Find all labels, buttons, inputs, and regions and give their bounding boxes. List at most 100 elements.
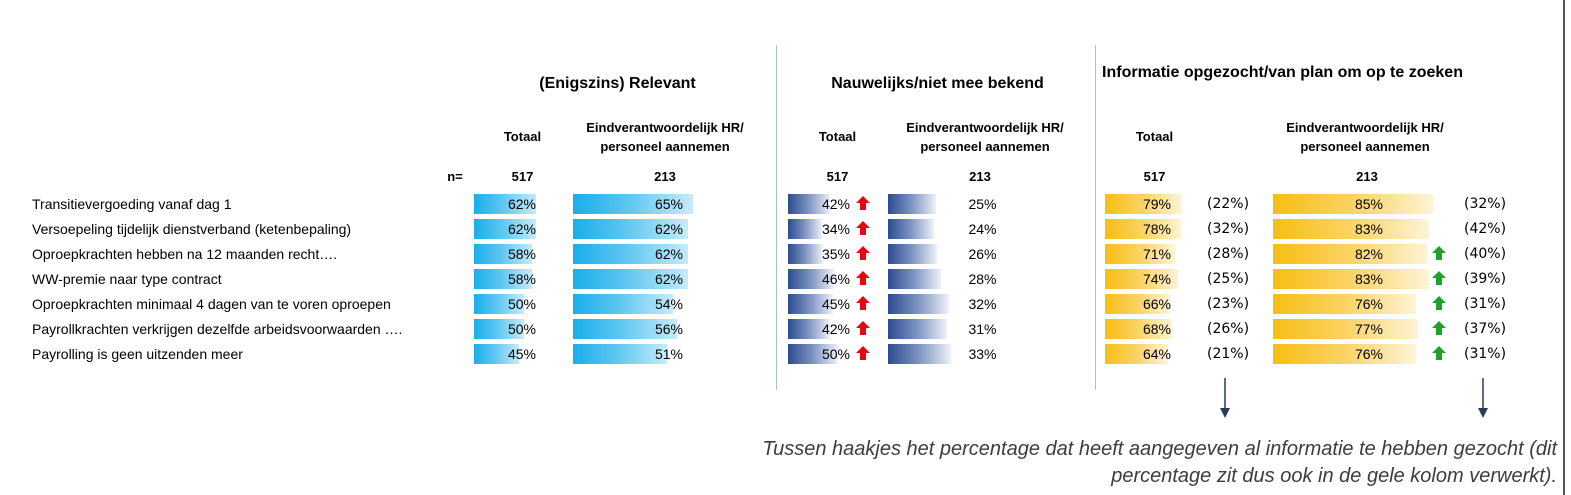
n-label: n=: [447, 169, 463, 184]
info-totaal-fill: [1105, 319, 1172, 339]
bekend-hr-bar: [888, 244, 937, 264]
relevant-hr-value: 65%: [654, 196, 683, 212]
header-bekend: Nauwelijks/niet mee bekend: [831, 75, 1044, 92]
bekend-totaal-bar: [788, 344, 838, 364]
separator-right: [1095, 45, 1096, 390]
info-totaal-value: 66%: [1142, 296, 1171, 312]
row-label: Versoepeling tijdelijk dienstverband (ke…: [32, 221, 352, 237]
relevant-totaal-value: 45%: [507, 346, 536, 362]
up-arrow-red-icon: [856, 296, 870, 310]
relevant-hr-fill: [573, 294, 673, 314]
info-hr-searched: (40%): [1464, 246, 1507, 262]
info-totaal-bar: [1105, 269, 1178, 289]
relevant-hr-bar: [573, 269, 688, 289]
relevant-hr-fill: [573, 194, 693, 214]
relevant-totaal-fill: [474, 194, 536, 214]
up-arrow-green-icon: [1432, 346, 1446, 360]
bekend-totaal-fill: [788, 194, 830, 214]
info-totaal-fill: [1105, 219, 1181, 239]
bekend-totaal-value: 50%: [821, 346, 850, 362]
bekend-hr-value: 28%: [968, 271, 997, 287]
bekend-totaal-value: 42%: [821, 196, 850, 212]
subheader-bekend-hr: Eindverantwoordelijk HR/ personeel aanne…: [906, 120, 1064, 154]
relevant-totaal-bar: [474, 344, 519, 364]
info-hr-value: 76%: [1354, 296, 1383, 312]
relevant-totaal-fill: [474, 319, 524, 339]
down-arrow-icon: [1220, 378, 1230, 418]
relevant-totaal-bar: [474, 269, 532, 289]
bekend-hr-value: 24%: [968, 221, 997, 237]
relevant-totaal-fill: [474, 344, 519, 364]
bekend-hr-fill: [888, 269, 941, 289]
up-arrow-red-icon: [856, 321, 870, 335]
relevant-totaal-bar: [474, 244, 532, 264]
subheader-bekend-totaal: Totaal: [818, 129, 857, 144]
info-hr-bar: [1273, 294, 1416, 314]
relevant-totaal-bar: [474, 294, 524, 314]
relevant-totaal-fill: [474, 244, 532, 264]
row-label: Oproepkrachten minimaal 4 dagen van te v…: [32, 296, 391, 312]
row-label: Oproepkrachten hebben na 12 maanden rech…: [32, 246, 338, 262]
info-hr-bar: [1273, 344, 1416, 364]
info-totaal-searched: (26%): [1207, 321, 1250, 337]
n-bekend-hr: 213: [969, 169, 991, 184]
bekend-hr-fill: [888, 344, 951, 364]
up-arrow-red-icon: [856, 271, 870, 285]
relevant-hr-bar: [573, 244, 688, 264]
info-totaal-fill: [1105, 194, 1182, 214]
relevant-totaal-bar: [474, 319, 524, 339]
info-hr-fill: [1273, 319, 1418, 339]
subheader-relevant-hr: Eindverantwoordelijk HR/ personeel aanne…: [586, 120, 744, 154]
bekend-totaal-bar: [788, 219, 822, 239]
info-hr-value: 82%: [1354, 246, 1383, 262]
info-totaal-value: 78%: [1142, 221, 1171, 237]
bekend-hr-bar: [888, 194, 936, 214]
up-arrow-red-icon: [856, 196, 870, 210]
relevant-totaal-bar: [474, 194, 536, 214]
relevant-totaal-fill: [474, 294, 524, 314]
bekend-totaal-fill: [788, 269, 834, 289]
info-hr-bar: [1273, 269, 1429, 289]
down-arrow-icon: [1478, 378, 1488, 418]
info-hr-bar: [1273, 194, 1433, 214]
info-totaal-searched: (25%): [1207, 271, 1250, 287]
bekend-totaal-fill: [788, 344, 838, 364]
bekend-totaal-value: 34%: [821, 221, 850, 237]
relevant-totaal-value: 62%: [507, 196, 536, 212]
info-totaal-bar: [1105, 219, 1181, 239]
bekend-hr-value: 25%: [968, 196, 997, 212]
relevant-hr-bar: [573, 344, 667, 364]
up-arrow-red-icon: [856, 221, 870, 235]
info-hr-bar: [1273, 244, 1427, 264]
subheader-info-totaal: Totaal: [1135, 129, 1174, 144]
bekend-totaal-value: 46%: [821, 271, 850, 287]
relevant-totaal-value: 50%: [507, 321, 536, 337]
up-arrow-green-icon: [1432, 321, 1446, 335]
row-label: Transitievergoeding vanaf dag 1: [32, 196, 232, 212]
info-hr-searched: (31%): [1464, 296, 1507, 312]
info-totaal-fill: [1105, 344, 1168, 364]
info-totaal-bar: [1105, 319, 1172, 339]
bekend-hr-value: 32%: [968, 296, 997, 312]
info-totaal-fill: [1105, 294, 1170, 314]
info-hr-fill: [1273, 244, 1427, 264]
bekend-totaal-bar: [788, 194, 830, 214]
info-hr-value: 85%: [1354, 196, 1383, 212]
info-totaal-bar: [1105, 194, 1182, 214]
relevant-hr-value: 62%: [654, 246, 683, 262]
info-totaal-searched: (22%): [1207, 196, 1250, 212]
info-hr-fill: [1273, 269, 1429, 289]
info-totaal-bar: [1105, 244, 1175, 264]
bekend-hr-fill: [888, 294, 949, 314]
info-totaal-value: 74%: [1142, 271, 1171, 287]
bekend-totaal-value: 45%: [821, 296, 850, 312]
info-hr-searched: (39%): [1464, 271, 1507, 287]
up-arrow-green-icon: [1432, 271, 1446, 285]
up-arrow-red-icon: [856, 246, 870, 260]
bekend-totaal-fill: [788, 244, 823, 264]
info-hr-fill: [1273, 194, 1433, 214]
bekend-totaal-bar: [788, 319, 830, 339]
bekend-hr-fill: [888, 244, 937, 264]
info-hr-searched: (37%): [1464, 321, 1507, 337]
bekend-totaal-value: 35%: [821, 246, 850, 262]
